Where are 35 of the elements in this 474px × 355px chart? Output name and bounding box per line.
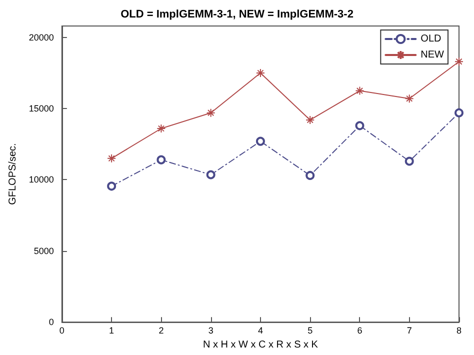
chart-title: OLD = ImplGEMM-3-1, NEW = ImplGEMM-3-2 [120, 8, 354, 20]
point [206, 170, 216, 180]
x-tick-label: 5 [308, 326, 313, 336]
point [306, 170, 315, 180]
point [107, 154, 116, 163]
x-tick-label: 6 [357, 326, 362, 336]
x-tick-label: 4 [258, 326, 263, 336]
point [454, 57, 464, 66]
point [156, 155, 166, 164]
point [355, 121, 364, 130]
y-tick-label: 20000 [28, 32, 54, 42]
legend-label: OLD [420, 34, 442, 44]
point [107, 182, 116, 191]
x-axis-title: N x H x W x C x R x S x K [202, 340, 318, 350]
x-tick-label: 7 [406, 326, 412, 336]
point [256, 136, 265, 146]
y-tick-label: 5000 [34, 246, 54, 256]
point [454, 108, 464, 118]
x-tick-label: 2 [158, 326, 164, 336]
y-tick-label: 15000 [28, 104, 54, 114]
x-tick-label: 1 [109, 326, 114, 336]
point [306, 115, 315, 124]
x-tick-label: 0 [59, 326, 64, 336]
y-tick-label: 10000 [28, 174, 54, 185]
point [156, 124, 166, 133]
legend-label: NEW [420, 50, 445, 60]
point [355, 86, 364, 96]
x-tick-label: 8 [456, 326, 462, 336]
point [404, 94, 414, 104]
point [256, 68, 265, 78]
point [404, 156, 414, 166]
x-tick-label: 3 [208, 326, 214, 336]
y-tick-label: 0 [48, 317, 54, 328]
y-axis-title: GFLOPS/sec. [8, 143, 18, 205]
point [206, 108, 216, 118]
